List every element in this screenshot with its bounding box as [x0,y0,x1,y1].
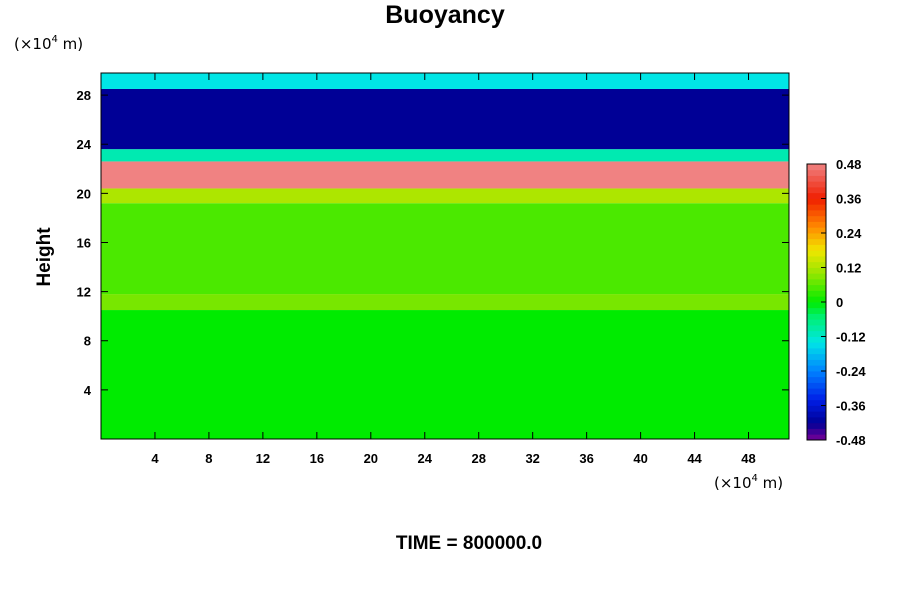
colorbar-swatch [807,238,826,245]
colorbar-swatch [807,233,826,240]
colorbar-swatch [807,434,826,441]
colorbar-swatch [807,290,826,297]
colorbar-swatch [807,302,826,309]
x-tick-label: 20 [364,451,378,466]
x-tick-label: 28 [471,451,485,466]
colorbar-swatch [807,256,826,263]
colorbar-swatch [807,330,826,337]
x-tick-label: 36 [579,451,593,466]
colorbar-tick-label: 0.36 [836,192,861,207]
x-tick-label: 44 [687,451,702,466]
colorbar-swatch [807,411,826,418]
plot-frame [100,72,790,440]
colorbar-swatch [807,394,826,401]
colorbar-swatch [807,359,826,366]
colorbar-tick-label: 0.48 [836,157,861,172]
colorbar-swatch [807,313,826,320]
y-tick-label: 16 [77,235,91,250]
buoyancy-layer [101,88,789,150]
colorbar-swatch [807,325,826,332]
buoyancy-layer [101,73,789,89]
colorbar-swatch [807,342,826,349]
colorbar-swatch [807,382,826,389]
colorbar-swatch [807,376,826,383]
y-axis-label: Height [34,227,55,287]
colorbar-swatch [807,267,826,274]
colorbar-tick-label: -0.36 [836,399,866,414]
colorbar-swatch [807,284,826,291]
x-tick-label: 48 [741,451,755,466]
x-tick-label: 4 [151,451,159,466]
colorbar-tick-label: 0.24 [836,226,862,241]
colorbar: 0.48 0.36 0.24 0.12 0 -0.12 -0.24 -0.36 -0.48 [806,157,866,448]
x-tick-label: 16 [310,451,324,466]
colorbar-swatch [807,221,826,228]
colorbar-swatch [807,319,826,326]
buoyancy-layer [101,203,789,295]
colorbar-swatch [807,296,826,303]
y-tick-label: 4 [84,383,92,398]
y-axis: 4 8 12 16 20 24 28 [77,88,789,398]
colorbar-swatch [807,164,826,171]
x-tick-label: 8 [205,451,212,466]
colorbar-tick-label: -0.12 [836,330,866,345]
y-tick-label: 20 [77,186,91,201]
colorbar-swatch [807,307,826,314]
buoyancy-field [101,73,789,439]
x-axis: 4 8 12 16 20 24 28 32 36 40 44 48 [151,73,756,466]
colorbar-swatch [807,371,826,378]
colorbar-swatch [807,261,826,268]
buoyancy-layer [101,188,789,204]
y-tick-label: 12 [77,285,91,300]
x-tick-label: 40 [633,451,647,466]
buoyancy-layer [101,149,789,162]
time-label: TIME = 800000.0 [396,533,542,554]
buoyancy-layer [101,161,789,189]
colorbar-swatch [807,428,826,435]
colorbar-swatch [807,417,826,424]
x-unit-label: (×104 m) [714,473,783,492]
buoyancy-layer [101,294,789,311]
x-tick-label: 32 [525,451,539,466]
colorbar-swatch [807,181,826,188]
colorbar-swatch [807,187,826,194]
buoyancy-layer [101,310,789,439]
colorbar-swatch [807,175,826,182]
y-unit-label: (×104 m) [14,34,83,53]
chart-title: Buoyancy [385,1,505,29]
colorbar-tick-label: 0 [836,295,843,310]
x-tick-label: 12 [256,451,270,466]
colorbar-tick-label: -0.24 [836,364,866,379]
y-tick-label: 24 [77,137,92,152]
y-tick-label: 8 [84,334,91,349]
colorbar-tick-label: -0.48 [836,433,866,448]
colorbar-swatch [807,279,826,286]
colorbar-swatch [807,399,826,406]
colorbar-swatch [807,210,826,217]
colorbar-swatch [807,353,826,360]
colorbar-swatch [807,169,826,176]
colorbar-swatch [807,227,826,234]
colorbar-swatch [807,348,826,355]
colorbar-swatch [807,250,826,257]
colorbar-swatch [807,244,826,251]
colorbar-swatch [807,422,826,429]
colorbar-swatch [807,198,826,205]
colorbar-swatch [807,365,826,372]
y-tick-label: 28 [77,88,91,103]
colorbar-swatch [807,388,826,395]
colorbar-tick-label: 0.12 [836,261,861,276]
colorbar-swatch [807,192,826,199]
colorbar-swatch [807,405,826,412]
x-tick-label: 24 [418,451,433,466]
colorbar-swatch [807,204,826,211]
colorbar-swatch [807,273,826,280]
colorbar-swatch [807,336,826,343]
colorbar-swatch [807,215,826,222]
